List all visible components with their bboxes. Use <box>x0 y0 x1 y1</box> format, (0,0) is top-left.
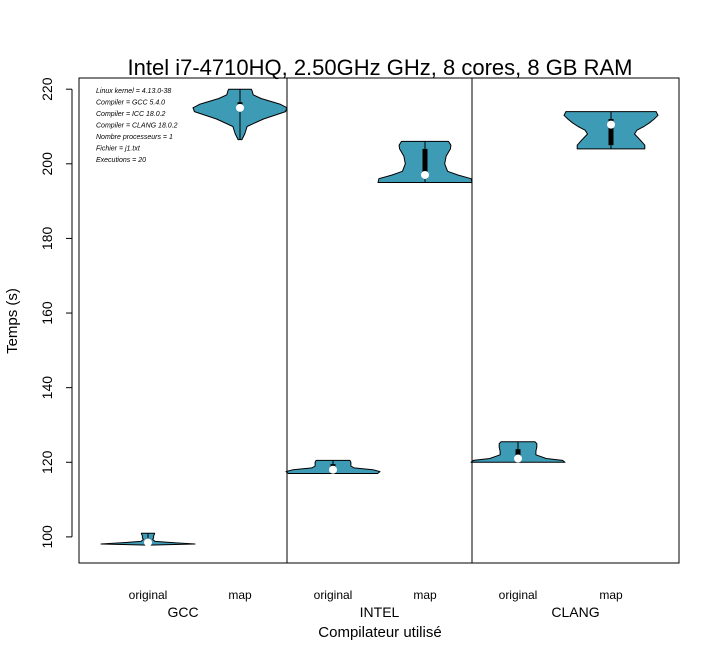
y-axis-label: Temps (s) <box>4 288 21 354</box>
y-tick-label: 180 <box>39 227 55 251</box>
x-category-label: map <box>413 588 437 602</box>
violin-median-point <box>514 454 522 463</box>
annotation-block: Linux kernel = 4.13.0-38 Compiler = GCC 5… <box>96 88 178 164</box>
y-tick-label: 200 <box>39 152 55 176</box>
violin-median-point <box>607 120 615 129</box>
violin-median-point <box>236 103 244 112</box>
annotation-line: Compiler = CLANG 18.0.2 <box>96 123 178 130</box>
annotation-line: Linux kernel = 4.13.0-38 <box>96 88 171 95</box>
group-label-clang: CLANG <box>551 604 599 620</box>
y-tick-label: 100 <box>39 525 55 549</box>
plot-frame <box>78 77 680 564</box>
y-tick-label: 120 <box>39 450 55 474</box>
x-axis-label: Compilateur utilisé <box>318 624 441 641</box>
annotation-line: Compiler = ICC 18.0.2 <box>96 111 166 118</box>
violin-median-point <box>329 465 337 474</box>
violin-median-point <box>421 171 429 179</box>
group-label-gcc: GCC <box>167 604 198 620</box>
violin-iqr-box <box>422 148 428 179</box>
group-label-intel: INTEL <box>360 604 400 620</box>
x-category-label: original <box>499 588 538 602</box>
y-tick-label: 160 <box>39 301 55 325</box>
annotation-line: Executions = 20 <box>96 157 146 164</box>
annotation-line: Nombre processeurs = 1 <box>96 134 173 141</box>
x-category-label: map <box>228 588 252 602</box>
annotation-line: Fichier = j1.txt <box>96 146 141 153</box>
x-category-label: map <box>599 588 623 602</box>
violin-iqr-box <box>608 119 614 146</box>
y-tick-label: 220 <box>39 77 55 101</box>
x-category-label: original <box>129 588 168 602</box>
annotation-line: Compiler = GCC 5.4.0 <box>96 100 165 107</box>
chart-title: Intel i7-4710HQ, 2.50GHz GHz, 8 cores, 8… <box>128 55 633 80</box>
violin-median-point <box>144 538 152 547</box>
y-tick-label: 140 <box>39 376 55 400</box>
plot-area: 100 120 140 160 180 200 220 original map GCC origi… <box>39 77 680 620</box>
x-category-label: original <box>314 588 353 602</box>
